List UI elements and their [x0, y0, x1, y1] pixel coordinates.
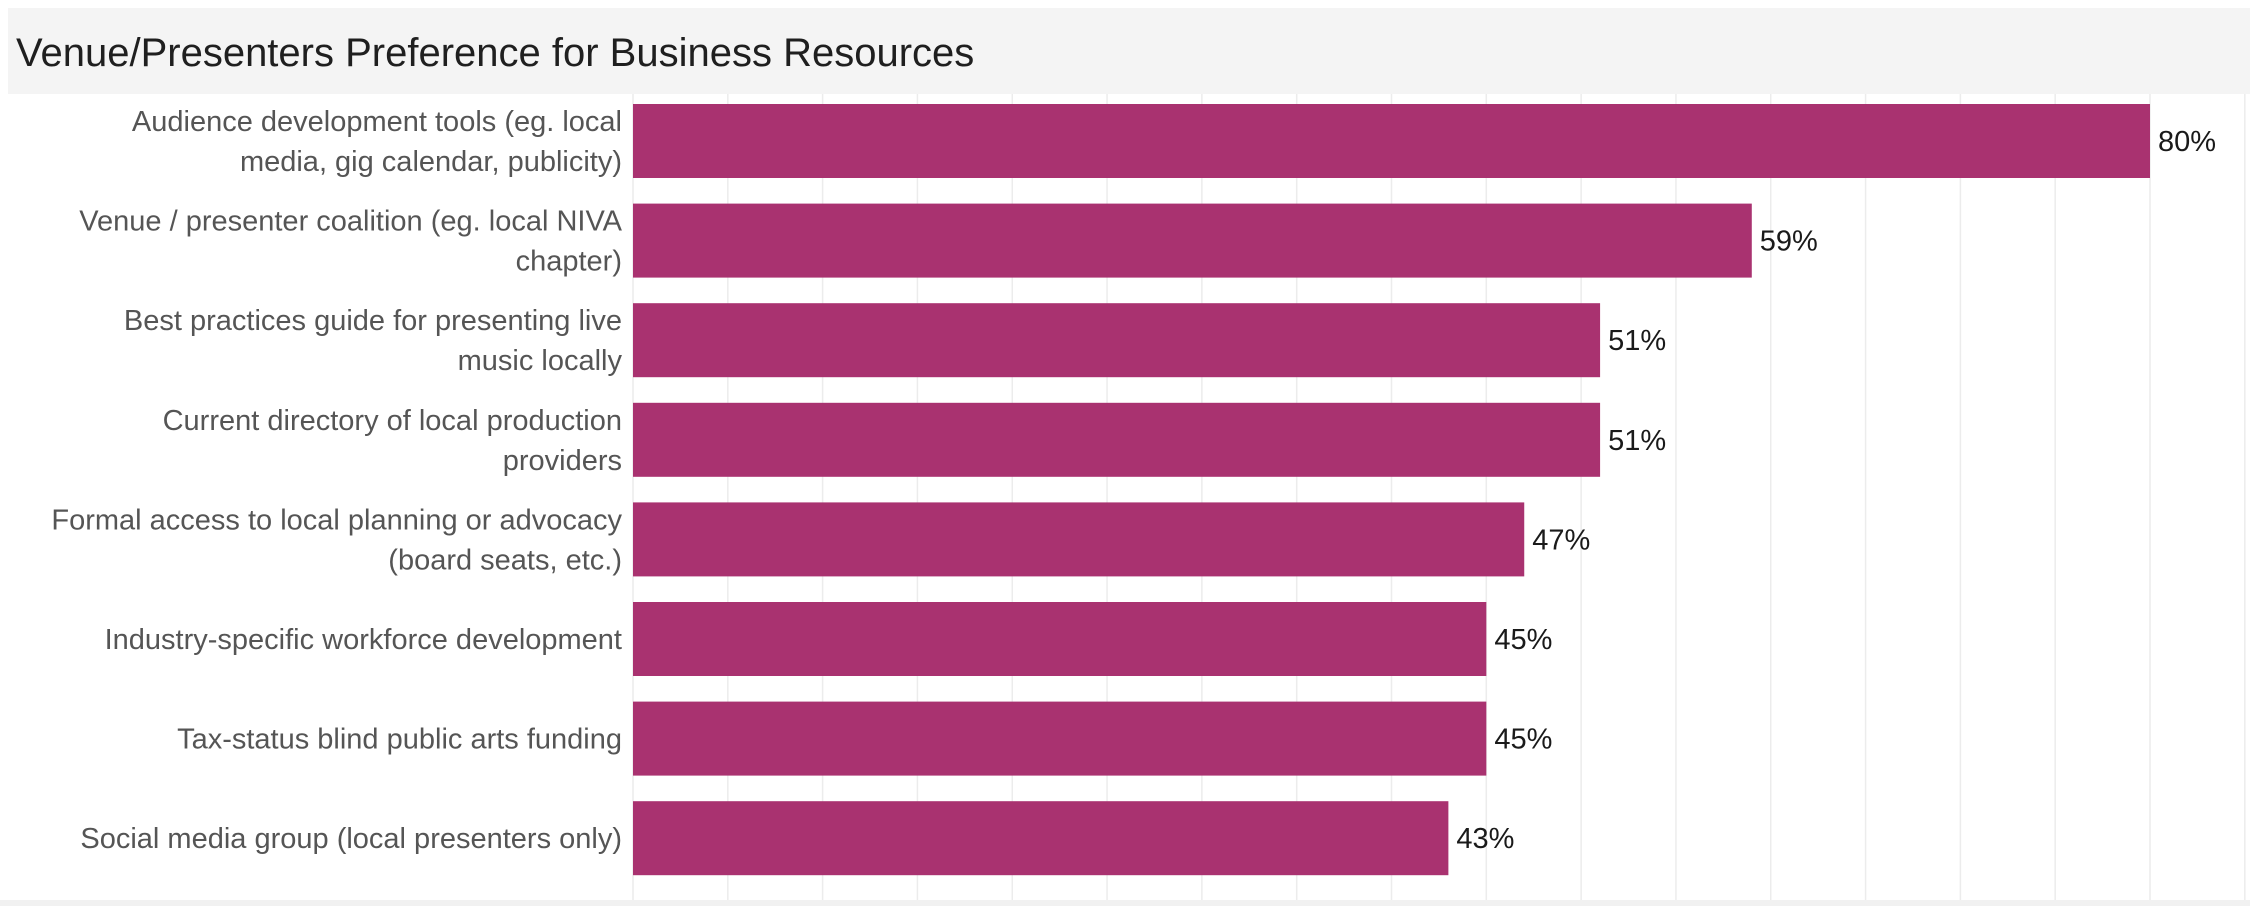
category-label-line: Venue / presenter coalition (eg. local N…: [79, 206, 622, 238]
bar-chart: Audience development tools (eg. local med…: [51, 94, 2246, 900]
category-label-line: Social media group (local presenters onl…: [80, 823, 622, 855]
bar[interactable]: [633, 801, 1449, 876]
category-label: Audience development tools (eg. local med…: [132, 106, 622, 178]
category-label-line: music locally: [458, 345, 623, 377]
bar[interactable]: [633, 303, 1601, 378]
value-label: 51%: [1608, 325, 1666, 357]
category-label: Formal access to local planning or advoc…: [51, 504, 622, 576]
bar[interactable]: [633, 701, 1487, 776]
category-label-line: Audience development tools (eg. local: [132, 106, 622, 138]
bar[interactable]: [633, 402, 1601, 477]
category-label: Tax-status blind public arts funding: [177, 724, 622, 756]
chart-title: Venue/Presenters Preference for Business…: [16, 31, 975, 75]
bar[interactable]: [633, 203, 1752, 278]
category-label-line: media, gig calendar, publicity): [240, 146, 622, 178]
category-label-line: Best practices guide for presenting live: [124, 305, 622, 337]
category-labels: Audience development tools (eg. local med…: [51, 106, 622, 855]
value-label: 80%: [2158, 126, 2216, 158]
category-label: Best practices guide for presenting live…: [124, 305, 623, 377]
bars: [633, 104, 2150, 876]
category-label-line: Formal access to local planning or advoc…: [51, 504, 622, 536]
category-label-line: Industry-specific workforce development: [105, 624, 622, 656]
category-label-line: providers: [503, 445, 622, 477]
value-label: 47%: [1532, 524, 1590, 556]
category-label-line: Tax-status blind public arts funding: [177, 724, 622, 756]
value-label: 43%: [1456, 823, 1514, 855]
category-label: Social media group (local presenters onl…: [80, 823, 622, 855]
bar[interactable]: [633, 104, 2150, 178]
category-label-line: Current directory of local production: [163, 405, 622, 437]
category-label: Current directory of local production pro…: [163, 405, 622, 477]
category-label-line: chapter): [516, 246, 622, 278]
category-label: Industry-specific workforce development: [105, 624, 622, 656]
bottom-rule: [0, 900, 2250, 906]
value-labels: 80% 59% 51% 51% 47% 45% 45% 43%: [1456, 126, 2216, 855]
value-label: 51%: [1608, 425, 1666, 457]
bar[interactable]: [633, 502, 1525, 577]
value-label: 59%: [1760, 226, 1818, 258]
bar[interactable]: [633, 602, 1487, 676]
title-bar: Venue/Presenters Preference for Business…: [8, 8, 2250, 94]
category-label-line: (board seats, etc.): [388, 544, 622, 576]
category-label: Venue / presenter coalition (eg. local N…: [79, 206, 622, 278]
value-label: 45%: [1494, 724, 1552, 756]
value-label: 45%: [1494, 624, 1552, 656]
